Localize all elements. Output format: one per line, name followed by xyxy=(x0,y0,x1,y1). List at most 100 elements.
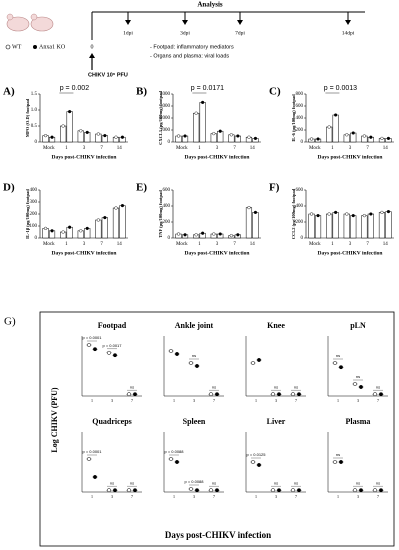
y-tick-label: 0.5 xyxy=(31,124,38,129)
legend-wt: WT xyxy=(12,44,22,50)
mean-dot xyxy=(236,233,240,237)
infection-label: CHIKV 10⁶ PFU xyxy=(88,72,128,78)
subplot-title: Ankle joint xyxy=(175,321,214,330)
annotation: p = 0.002 xyxy=(60,85,89,92)
x-tick-label: 1 xyxy=(65,146,68,151)
mean-dot xyxy=(79,129,83,133)
annotation: ns xyxy=(356,374,360,379)
point xyxy=(291,392,295,397)
mean-dot xyxy=(218,232,222,236)
y-tick-label: 100 xyxy=(30,224,38,229)
y-tick-label: 200 xyxy=(296,128,304,133)
subplot-title: Spleen xyxy=(183,417,206,426)
x-tick-label: 1 xyxy=(91,494,93,499)
x-tick-label: 1 xyxy=(173,398,175,403)
mean-dot xyxy=(43,226,48,230)
x-tick-label: 1 xyxy=(198,146,201,151)
point xyxy=(175,352,179,356)
mean-dot xyxy=(386,210,391,214)
mean-dot xyxy=(362,134,366,138)
mean-dot xyxy=(351,131,355,135)
x-tick-label: 3 xyxy=(275,398,277,403)
point xyxy=(113,488,117,493)
point xyxy=(359,385,363,389)
x-tick-label: 7 xyxy=(233,242,236,247)
timeline-start-label: 0 xyxy=(91,44,94,50)
x-tick-label: 3 xyxy=(357,398,359,403)
bar xyxy=(385,211,392,239)
bar xyxy=(361,215,368,239)
y-tick-label: 200 xyxy=(296,220,304,225)
mean-dot xyxy=(79,229,83,233)
point xyxy=(373,488,377,493)
x-axis-label: Days post-CHIKV infection xyxy=(52,154,117,160)
annotation: p = 0.0001 xyxy=(82,335,102,340)
annotation: ns xyxy=(294,384,298,389)
subplot-title: pLN xyxy=(350,321,366,330)
mean-dot xyxy=(103,134,107,138)
x-tick-label: 3 xyxy=(111,398,113,403)
x-tick-label: 1 xyxy=(255,494,257,499)
bar xyxy=(77,130,84,143)
point xyxy=(195,488,199,493)
x-tick-label: 1 xyxy=(255,398,257,403)
mean-dot xyxy=(345,212,349,216)
timeline-arrowhead xyxy=(237,20,243,25)
mean-dot xyxy=(327,212,331,216)
annotation: p = 0.0017 xyxy=(102,343,122,348)
infection-arrowhead xyxy=(89,53,95,58)
mean-dot xyxy=(176,232,181,236)
x-axis-label: Days post-CHIKV infection xyxy=(185,154,250,160)
point xyxy=(127,488,131,493)
x-tick-label: 3 xyxy=(83,242,86,247)
bar xyxy=(199,102,206,143)
annotation: ns xyxy=(212,384,216,389)
point xyxy=(169,349,173,353)
point xyxy=(257,463,261,467)
mean-dot xyxy=(247,206,251,210)
timeline-point: 3dpi xyxy=(180,30,190,36)
annotation: p = 0.0013 xyxy=(324,85,357,92)
x-tick-label: 14 xyxy=(250,146,256,151)
point xyxy=(215,488,219,493)
mean-dot xyxy=(229,133,233,137)
x-tick-label: 14 xyxy=(117,146,123,151)
y-tick-label: 300 xyxy=(30,200,38,205)
x-tick-label: 14 xyxy=(383,146,389,151)
x-axis-label: Days post-CHIKV infection xyxy=(318,250,383,256)
x-tick-label: Mock xyxy=(176,146,188,151)
subplot-title: Liver xyxy=(267,417,286,426)
annotation: ns xyxy=(376,480,380,485)
y-tick-label: 2000 xyxy=(160,116,171,121)
annotation: p = 0.0125 xyxy=(246,452,266,457)
annotation: p = 0.0171 xyxy=(191,85,224,92)
point xyxy=(339,460,343,464)
mean-dot xyxy=(218,129,222,133)
mean-dot xyxy=(253,136,258,140)
mean-dot xyxy=(334,113,338,117)
annotation: ns xyxy=(274,480,278,485)
mean-dot xyxy=(369,212,373,216)
y-tick-label: 600 xyxy=(296,104,304,109)
mean-dot xyxy=(176,134,181,138)
mean-dot xyxy=(85,226,89,230)
mean-dot xyxy=(50,135,54,139)
panel-frame xyxy=(39,311,395,547)
bar xyxy=(308,213,315,239)
mean-dot xyxy=(345,133,349,137)
x-tick-label: 7 xyxy=(213,398,215,403)
y-tick-label: 400 xyxy=(163,204,171,209)
legend-ko: Anxa1 KO xyxy=(39,44,66,50)
x-tick-label: 3 xyxy=(275,494,277,499)
timeline-point: 7dpi xyxy=(235,30,245,36)
point xyxy=(113,353,117,358)
subplot-title: Quadriceps xyxy=(92,417,132,426)
x-axis-label: Days post-CHIKV infection xyxy=(185,250,250,256)
x-tick-label: 1 xyxy=(198,242,201,247)
mice-icon xyxy=(6,13,54,32)
panel-label: E) xyxy=(136,182,147,194)
x-tick-label: 7 xyxy=(377,398,379,403)
y-axis-label: IL-1β (pg/100mg) footpad xyxy=(25,189,30,239)
annotation: ns xyxy=(110,480,114,485)
